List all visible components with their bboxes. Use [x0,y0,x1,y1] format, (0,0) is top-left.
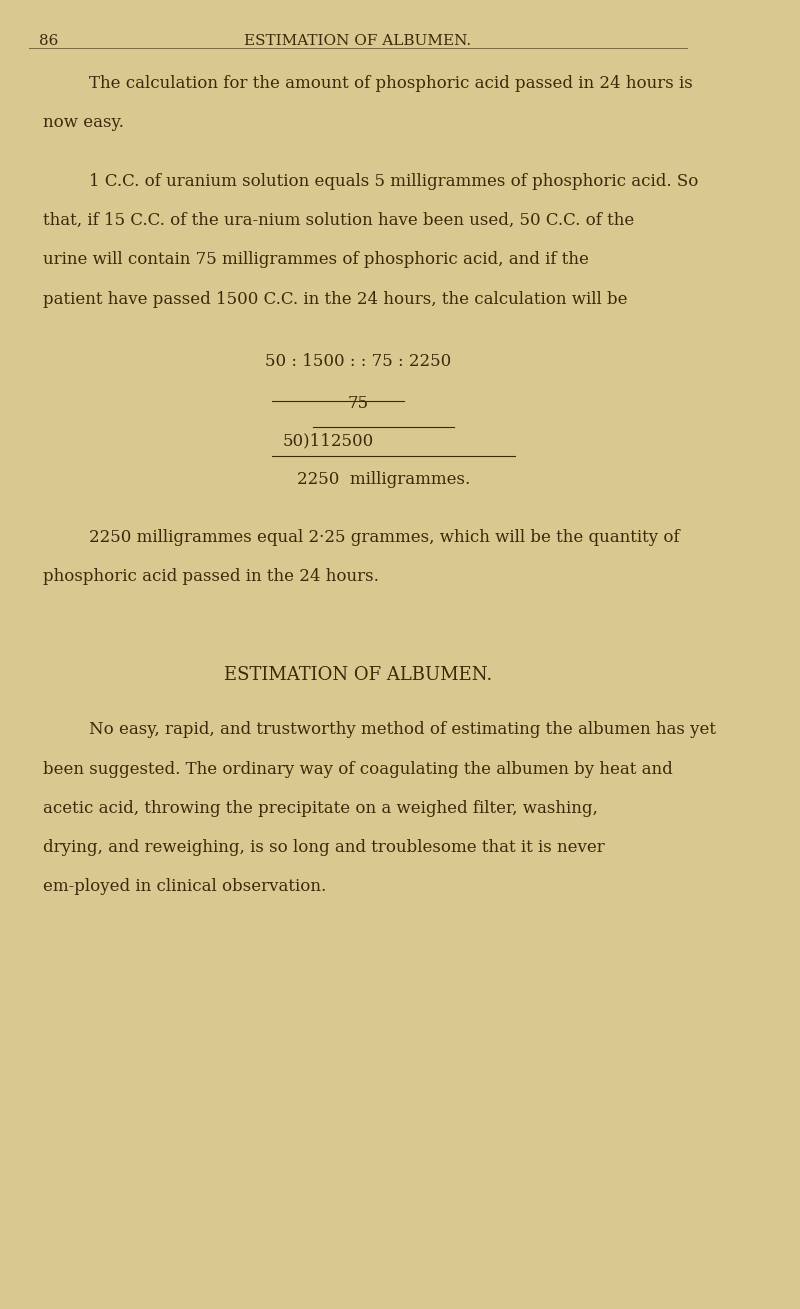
Text: No easy, rapid, and trustworthy method of estimating the albumen has yet: No easy, rapid, and trustworthy method o… [90,721,717,738]
Text: acetic acid, throwing the precipitate on a weighed filter, washing,: acetic acid, throwing the precipitate on… [43,800,598,817]
Text: 2250 milligrammes equal 2·25 grammes, which will be the quantity of: 2250 milligrammes equal 2·25 grammes, wh… [90,529,680,546]
Text: drying, and reweighing, is so long and troublesome that it is never: drying, and reweighing, is so long and t… [43,839,605,856]
Text: 50 : 1500 : : 75 : 2250: 50 : 1500 : : 75 : 2250 [265,353,451,370]
Text: phosphoric acid passed in the 24 hours.: phosphoric acid passed in the 24 hours. [43,568,379,585]
Text: The calculation for the amount of phosphoric acid passed in 24 hours is: The calculation for the amount of phosph… [90,75,693,92]
Text: 1 C.C. of uranium solution equals 5 milligrammes of phosphoric acid. So: 1 C.C. of uranium solution equals 5 mill… [90,173,699,190]
Text: urine will contain 75 milligrammes of phosphoric acid, and if the: urine will contain 75 milligrammes of ph… [43,251,589,268]
Text: ESTIMATION OF ALBUMEN.: ESTIMATION OF ALBUMEN. [244,34,471,48]
Text: ESTIMATION OF ALBUMEN.: ESTIMATION OF ALBUMEN. [224,666,492,685]
Text: been suggested. The ordinary way of coagulating the albumen by heat and: been suggested. The ordinary way of coag… [43,761,673,778]
Text: em-ployed in clinical observation.: em-ployed in clinical observation. [43,878,326,895]
Text: 2250  milligrammes.: 2250 milligrammes. [297,471,470,488]
Text: 50)112500: 50)112500 [282,432,374,449]
Text: that, if 15 C.C. of the ura-nium solution have been used, 50 C.C. of the: that, if 15 C.C. of the ura-nium solutio… [43,212,634,229]
Text: now easy.: now easy. [43,114,124,131]
Text: 86: 86 [39,34,58,48]
Text: patient have passed 1500 C.C. in the 24 hours, the calculation will be: patient have passed 1500 C.C. in the 24 … [43,291,627,308]
Text: 75: 75 [347,395,368,412]
